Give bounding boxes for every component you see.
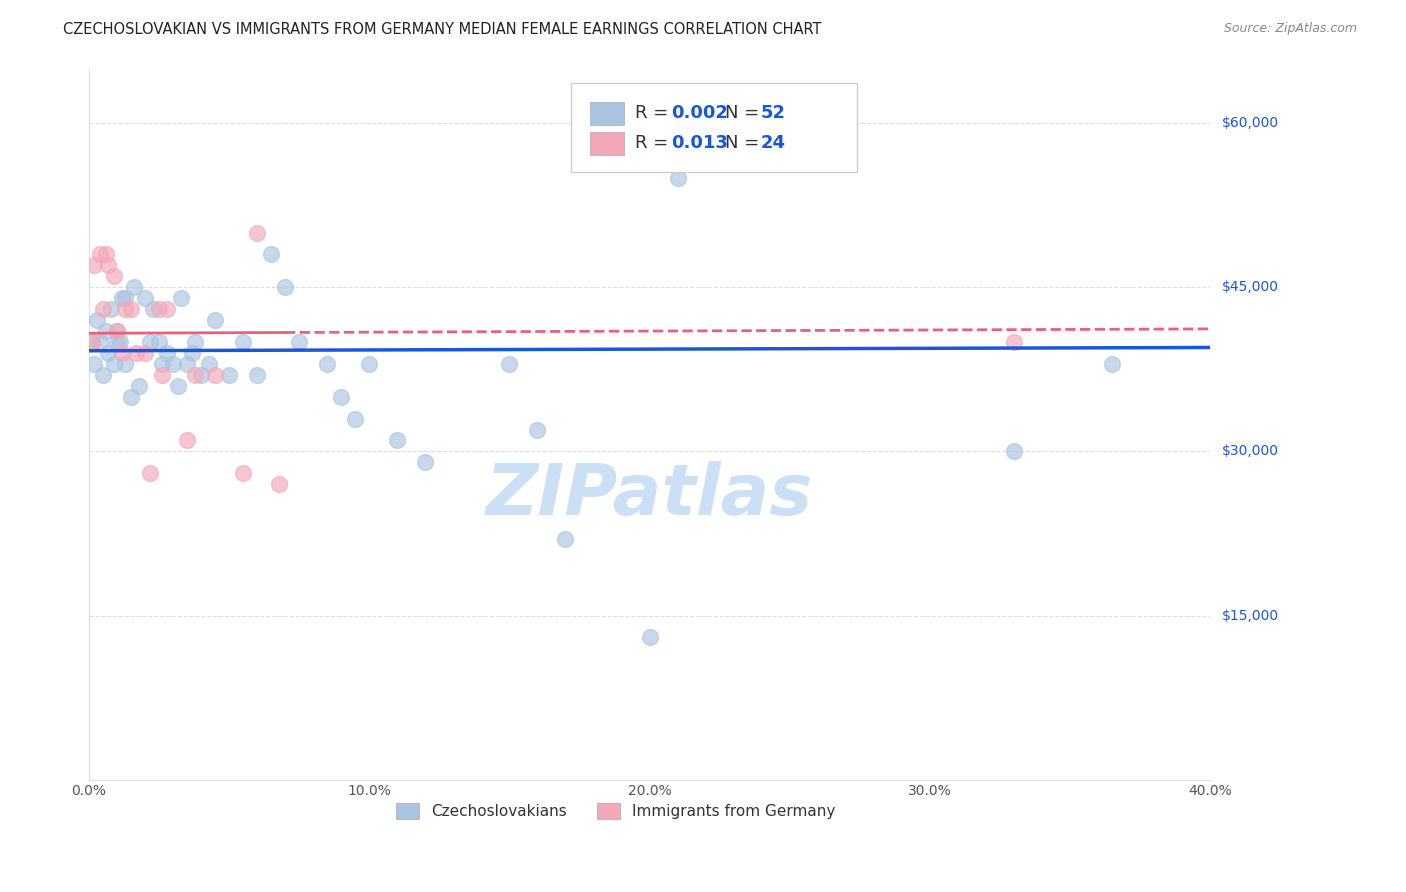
Text: R =: R =	[636, 104, 673, 122]
Text: 24: 24	[761, 134, 786, 153]
Point	[114, 357, 136, 371]
Point	[232, 334, 254, 349]
Point	[162, 357, 184, 371]
Point	[94, 247, 117, 261]
Text: 52: 52	[761, 104, 786, 122]
Point	[1002, 334, 1025, 349]
Point	[86, 313, 108, 327]
Point	[114, 291, 136, 305]
Point	[198, 357, 221, 371]
Point	[120, 302, 142, 317]
Point	[184, 334, 207, 349]
Point	[122, 280, 145, 294]
Point	[139, 467, 162, 481]
Point	[89, 247, 111, 261]
Text: ZIPatlas: ZIPatlas	[486, 460, 813, 530]
Point	[344, 411, 367, 425]
Point	[111, 346, 134, 360]
Point	[246, 368, 269, 382]
Point	[108, 334, 131, 349]
Point	[638, 631, 661, 645]
Point	[148, 334, 170, 349]
Point	[103, 357, 125, 371]
Point	[120, 390, 142, 404]
Point	[156, 346, 179, 360]
Point	[114, 302, 136, 317]
Point	[100, 302, 122, 317]
Point	[111, 291, 134, 305]
Point	[156, 302, 179, 317]
Point	[148, 302, 170, 317]
Point	[218, 368, 240, 382]
Point	[1002, 444, 1025, 458]
Text: N =: N =	[724, 134, 765, 153]
Text: $30,000: $30,000	[1222, 444, 1278, 458]
Point	[274, 280, 297, 294]
FancyBboxPatch shape	[591, 102, 624, 125]
Text: R =: R =	[636, 134, 673, 153]
Point	[184, 368, 207, 382]
Point	[190, 368, 212, 382]
Text: CZECHOSLOVAKIAN VS IMMIGRANTS FROM GERMANY MEDIAN FEMALE EARNINGS CORRELATION CH: CZECHOSLOVAKIAN VS IMMIGRANTS FROM GERMA…	[63, 22, 821, 37]
Point	[385, 434, 408, 448]
Point	[316, 357, 339, 371]
Point	[105, 334, 128, 349]
Text: $15,000: $15,000	[1222, 608, 1278, 623]
Point	[80, 334, 103, 349]
Text: 0.002: 0.002	[671, 104, 728, 122]
Point	[150, 368, 173, 382]
Point	[105, 324, 128, 338]
FancyBboxPatch shape	[571, 83, 858, 171]
Point	[176, 434, 198, 448]
Point	[269, 477, 291, 491]
Legend: Czechoslovakians, Immigrants from Germany: Czechoslovakians, Immigrants from German…	[389, 797, 842, 825]
Point	[288, 334, 311, 349]
Point	[167, 378, 190, 392]
Point	[91, 302, 114, 317]
Point	[246, 226, 269, 240]
Point	[181, 346, 204, 360]
FancyBboxPatch shape	[591, 132, 624, 154]
Point	[139, 334, 162, 349]
Point	[554, 532, 576, 546]
Point	[91, 368, 114, 382]
Point	[89, 334, 111, 349]
Point	[97, 346, 120, 360]
Point	[232, 467, 254, 481]
Point	[150, 357, 173, 371]
Point	[128, 378, 150, 392]
Point	[204, 313, 226, 327]
Text: 0.013: 0.013	[671, 134, 728, 153]
Point	[94, 324, 117, 338]
Point	[204, 368, 226, 382]
Point	[97, 259, 120, 273]
Text: N =: N =	[724, 104, 765, 122]
Point	[170, 291, 193, 305]
Point	[125, 346, 148, 360]
Point	[359, 357, 381, 371]
Point	[498, 357, 520, 371]
Point	[330, 390, 353, 404]
Point	[134, 291, 156, 305]
Point	[83, 259, 105, 273]
Point	[1101, 357, 1123, 371]
Point	[105, 324, 128, 338]
Point	[83, 357, 105, 371]
Text: $45,000: $45,000	[1222, 280, 1278, 294]
Point	[142, 302, 165, 317]
Point	[134, 346, 156, 360]
Point	[103, 269, 125, 284]
Point	[526, 423, 548, 437]
Point	[666, 170, 689, 185]
Point	[260, 247, 283, 261]
Point	[413, 455, 436, 469]
Text: $60,000: $60,000	[1222, 116, 1278, 130]
Text: Source: ZipAtlas.com: Source: ZipAtlas.com	[1223, 22, 1357, 36]
Point	[80, 334, 103, 349]
Point	[176, 357, 198, 371]
